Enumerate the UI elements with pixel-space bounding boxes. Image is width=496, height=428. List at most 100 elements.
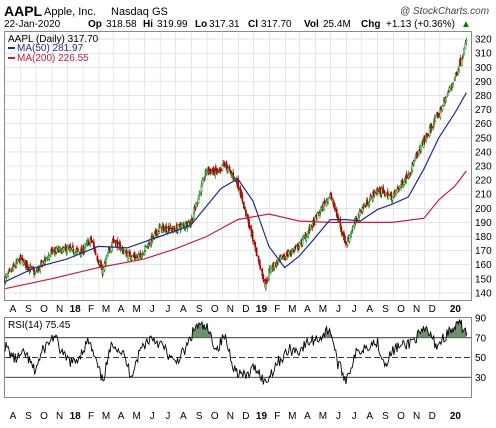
x-tick-label: J — [165, 411, 170, 422]
candle-body — [452, 82, 454, 85]
x-tick-label: M — [288, 304, 296, 315]
x-tick-label: A — [180, 304, 187, 315]
price-tick-label: 310 — [475, 49, 492, 60]
x-tick-label: D — [242, 304, 249, 315]
candle-body — [72, 245, 74, 248]
x-tick-label: J — [165, 304, 170, 315]
x-tick-label: J — [352, 411, 357, 422]
x-tick-label: 19 — [256, 304, 268, 315]
candle-body — [327, 198, 329, 203]
candle-body — [266, 279, 269, 282]
candle-body — [284, 258, 287, 260]
candle-body — [405, 173, 408, 179]
candle-body — [116, 240, 119, 248]
candle-body — [351, 227, 354, 230]
candle-body — [9, 269, 11, 271]
x-tick-label: J — [336, 304, 341, 315]
price-tick-label: 180 — [475, 232, 492, 243]
volume-value: 25.4M — [323, 19, 351, 30]
candle-body — [19, 254, 22, 261]
candle-body — [204, 175, 206, 179]
rsi-x-axis: A S O N 18 F M A M J J A S O N D 19 F M A M J J A S O N D 20 — [10, 411, 462, 422]
candle-body — [348, 235, 351, 242]
candle-body — [195, 203, 197, 208]
candle-body — [382, 186, 385, 194]
candle-body — [277, 260, 279, 263]
rsi-line — [4, 318, 467, 385]
candle-body — [427, 134, 429, 137]
candle-body — [21, 257, 24, 260]
x-tick-label: O — [397, 411, 405, 422]
candle-body — [295, 245, 297, 247]
watermark: @ StockCharts.com — [400, 6, 489, 17]
candle-body — [395, 190, 397, 195]
candle-body — [202, 178, 204, 181]
candle-body — [294, 246, 297, 249]
x-tick-label: J — [336, 411, 341, 422]
candle-body — [129, 251, 131, 258]
x-tick-label: S — [25, 411, 32, 422]
candle-body — [155, 229, 157, 235]
candle-body — [461, 56, 464, 58]
candle-body — [105, 256, 108, 259]
ma200-legend: MA(200) 226.55 — [17, 53, 89, 64]
exchange: Nasdaq GS — [111, 6, 168, 18]
price-tick-label: 290 — [475, 77, 492, 88]
price-x-axis: A S O N 18 F M A M J J A S O N D 19 F M A M J J A S O N D 20 — [10, 304, 462, 315]
candle-body — [72, 249, 75, 253]
candle-body — [145, 245, 147, 248]
candle-body — [155, 233, 158, 237]
candle-body — [434, 117, 437, 122]
candle-body — [91, 240, 94, 243]
x-tick-label: N — [227, 304, 234, 315]
price-tick-label: 240 — [475, 147, 492, 158]
x-tick-label: A — [304, 304, 311, 315]
x-tick-label: A — [10, 304, 17, 315]
candle-body — [254, 241, 256, 248]
close-label: Cl — [248, 19, 258, 30]
candle-body — [358, 208, 361, 217]
candle-body — [227, 167, 229, 172]
x-tick-label: F — [88, 304, 94, 315]
candle-body — [251, 231, 254, 239]
candle-body — [255, 247, 258, 256]
candle-body — [221, 164, 224, 171]
candle-body — [55, 247, 58, 253]
candle-body — [391, 196, 394, 201]
candle-body — [365, 205, 367, 207]
open-value: 318.58 — [106, 19, 137, 30]
candle-body — [346, 241, 349, 245]
change-label: Chg — [361, 19, 380, 30]
candle-body — [232, 172, 235, 179]
candle-body — [87, 240, 90, 242]
candle-body — [141, 253, 144, 255]
candle-body — [280, 255, 283, 258]
candle-body — [16, 259, 19, 264]
low-label: Lo — [195, 19, 207, 30]
x-tick-label: 20 — [450, 304, 462, 315]
x-tick-label: 18 — [70, 304, 82, 315]
x-tick-label: A — [118, 304, 125, 315]
candle-body — [460, 58, 463, 66]
candle-body — [305, 236, 308, 238]
candle-body — [27, 266, 29, 270]
ma200-swatch — [8, 57, 15, 59]
open-label: Op — [88, 19, 102, 30]
symbol: AAPL — [4, 3, 43, 19]
candle-body — [423, 135, 426, 143]
candle-body — [409, 172, 412, 174]
candle-body — [111, 242, 114, 247]
candle-body — [368, 202, 371, 205]
x-tick-label: O — [211, 411, 219, 422]
high-value: 319.99 — [157, 19, 188, 30]
price-tick-label: 210 — [475, 190, 492, 201]
x-tick-label: F — [274, 304, 280, 315]
x-tick-label: N — [56, 304, 63, 315]
candle-body — [77, 249, 79, 251]
x-tick-label: J — [150, 304, 155, 315]
price-y-axis: 140 150 160 170 180 190 200 210 220 230 240 250 260 2… — [475, 35, 492, 300]
x-tick-label: M — [133, 411, 141, 422]
candle-body — [212, 168, 215, 175]
candle-body — [40, 260, 43, 264]
candle-body — [109, 250, 111, 252]
